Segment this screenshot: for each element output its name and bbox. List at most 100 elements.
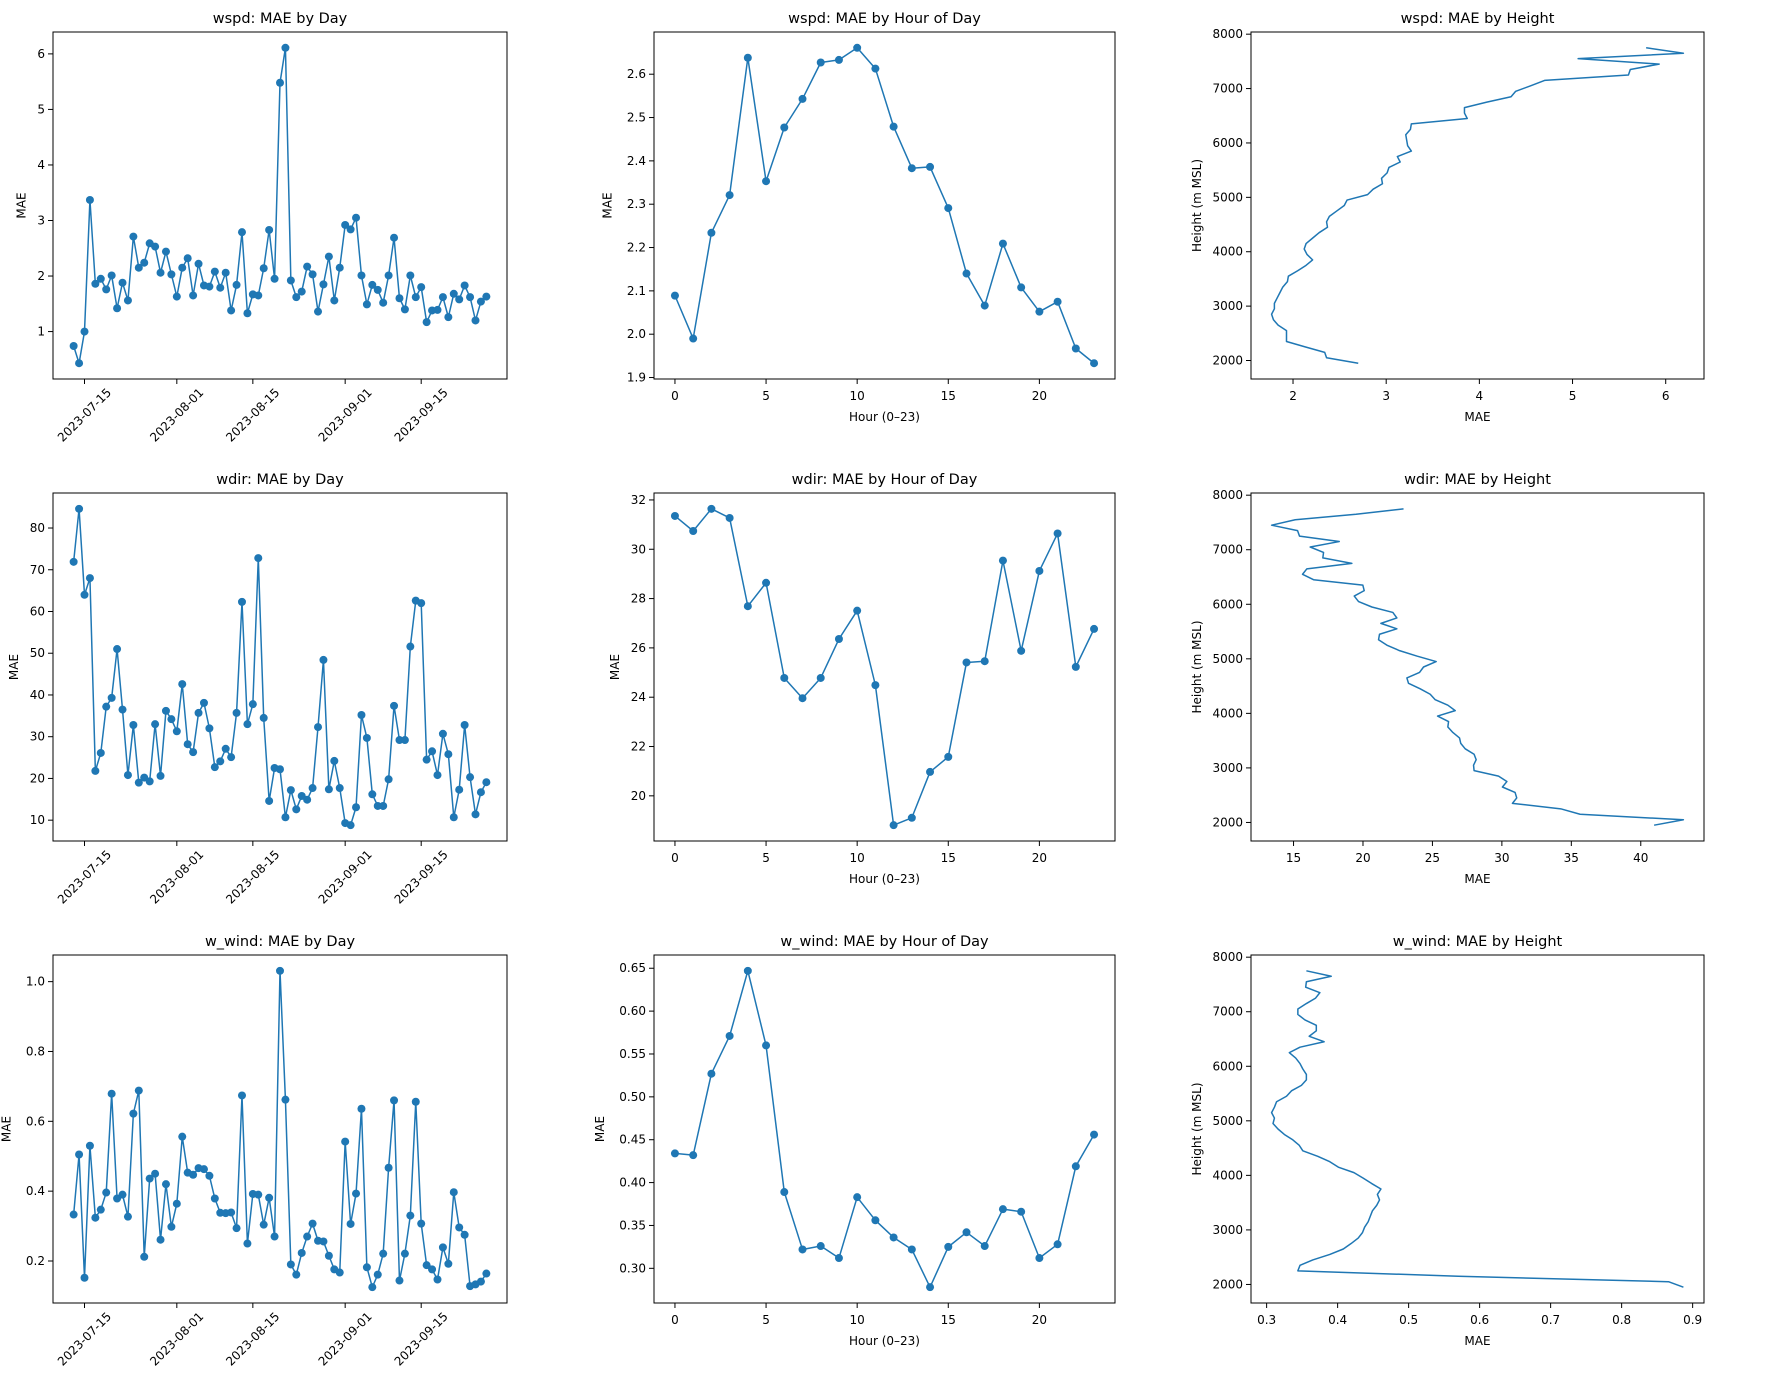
y-tick-label: 2.1 bbox=[627, 284, 646, 298]
y-tick-label: 2.2 bbox=[627, 241, 646, 255]
y-tick-label: 8000 bbox=[1212, 27, 1243, 41]
y-tick-label: 7000 bbox=[1212, 543, 1243, 557]
data-point bbox=[962, 1228, 971, 1237]
data-point bbox=[422, 318, 431, 327]
data-point bbox=[346, 1219, 355, 1228]
x-tick-label: 4 bbox=[1476, 389, 1484, 403]
subplot-title: wspd: MAE by Day bbox=[213, 11, 348, 27]
data-point bbox=[259, 264, 268, 273]
x-tick-label: 2023-09-01 bbox=[316, 847, 375, 906]
y-tick-label: 2.3 bbox=[627, 197, 646, 211]
data-point bbox=[232, 1224, 241, 1233]
series-line bbox=[674, 970, 1095, 1288]
subplot-9: 0.3 0.4 0.5 0.6 0.7 0.8 0.9 2000 3000 4000 5000 600… bbox=[1190, 934, 1705, 1348]
data-point bbox=[476, 788, 485, 797]
x-tick-label: 10 bbox=[850, 851, 865, 865]
data-point bbox=[476, 1277, 485, 1286]
y-tick-label: 2000 bbox=[1212, 354, 1243, 368]
data-point bbox=[411, 1097, 420, 1106]
data-point bbox=[286, 276, 295, 285]
y-tick-label: 8000 bbox=[1212, 950, 1243, 964]
data-point bbox=[962, 658, 971, 667]
x-tick-label: 0.9 bbox=[1683, 1313, 1702, 1327]
subplot-3: 2 3 4 5 6 2000 3000 4000 5000 6000 7000 8000 wspd: M… bbox=[1190, 11, 1705, 424]
y-tick-label: 1.9 bbox=[627, 371, 646, 385]
data-point bbox=[205, 1171, 214, 1180]
data-point bbox=[172, 1199, 181, 1208]
y-tick-label: 2000 bbox=[1212, 1277, 1243, 1291]
data-point bbox=[156, 771, 165, 780]
data-point bbox=[80, 327, 89, 336]
axes-frame bbox=[653, 954, 1116, 1304]
plot-area bbox=[1251, 32, 1704, 379]
data-point bbox=[816, 58, 825, 67]
data-point bbox=[926, 767, 935, 776]
data-point bbox=[189, 1170, 198, 1179]
data-point bbox=[75, 359, 84, 368]
y-axis-label: MAE bbox=[608, 654, 622, 680]
data-point bbox=[853, 606, 862, 615]
y-tick-label: 5000 bbox=[1212, 1114, 1243, 1128]
data-point bbox=[1090, 624, 1099, 633]
y-tick-label: 1 bbox=[37, 325, 45, 339]
data-point bbox=[216, 757, 225, 766]
data-point bbox=[357, 711, 366, 719]
axes-frame bbox=[52, 954, 508, 1304]
data-point bbox=[395, 1276, 404, 1285]
data-point bbox=[118, 705, 127, 714]
data-point bbox=[227, 306, 236, 315]
y-tick-label: 7000 bbox=[1212, 1005, 1243, 1019]
y-axis-label: MAE bbox=[601, 192, 615, 218]
data-point bbox=[438, 1243, 447, 1252]
data-point bbox=[172, 727, 181, 736]
data-point bbox=[1071, 662, 1080, 671]
data-point bbox=[390, 1096, 399, 1105]
data-point bbox=[167, 715, 176, 724]
x-tick-label: 20 bbox=[1032, 389, 1047, 403]
data-point bbox=[926, 1283, 935, 1292]
data-point bbox=[243, 720, 252, 729]
data-point bbox=[400, 736, 409, 745]
data-point bbox=[134, 263, 143, 272]
data-point bbox=[259, 1220, 268, 1229]
data-point bbox=[460, 281, 469, 290]
data-point bbox=[422, 755, 431, 764]
subplot-title: w_wind: MAE by Hour of Day bbox=[780, 934, 989, 950]
data-point bbox=[80, 590, 89, 599]
y-tick-label: 3000 bbox=[1212, 299, 1243, 313]
data-point bbox=[118, 1190, 127, 1199]
x-tick-label: 15 bbox=[941, 851, 956, 865]
data-point bbox=[834, 635, 843, 644]
data-point bbox=[123, 296, 132, 305]
data-point bbox=[96, 748, 105, 757]
data-point bbox=[390, 233, 399, 242]
data-point bbox=[85, 1141, 94, 1150]
y-tick-label: 3 bbox=[37, 213, 45, 227]
data-point bbox=[384, 775, 393, 784]
data-point bbox=[460, 721, 469, 730]
data-point bbox=[1035, 566, 1044, 575]
subplot-title: wdir: MAE by Day bbox=[216, 472, 344, 488]
data-point bbox=[248, 700, 257, 709]
data-point bbox=[276, 78, 284, 87]
data-point bbox=[297, 1248, 306, 1257]
data-point bbox=[762, 1041, 771, 1050]
axes-frame bbox=[1250, 954, 1705, 1304]
data-point bbox=[1090, 1130, 1099, 1139]
data-point bbox=[281, 813, 290, 822]
data-point bbox=[210, 763, 219, 772]
y-tick-label: 0.50 bbox=[619, 1090, 646, 1104]
y-tick-label: 2000 bbox=[1212, 815, 1243, 829]
data-point bbox=[254, 554, 263, 563]
x-tick-label: 15 bbox=[941, 389, 956, 403]
data-point bbox=[433, 771, 442, 780]
data-point bbox=[455, 295, 464, 304]
x-tick-label: 2023-07-15 bbox=[55, 847, 114, 906]
series-line bbox=[1270, 47, 1685, 364]
data-point bbox=[762, 177, 771, 186]
subplot-title: w_wind: MAE by Day bbox=[205, 934, 356, 950]
data-point bbox=[227, 753, 236, 762]
x-tick-label: 0.3 bbox=[1257, 1313, 1276, 1327]
data-point bbox=[319, 280, 328, 289]
